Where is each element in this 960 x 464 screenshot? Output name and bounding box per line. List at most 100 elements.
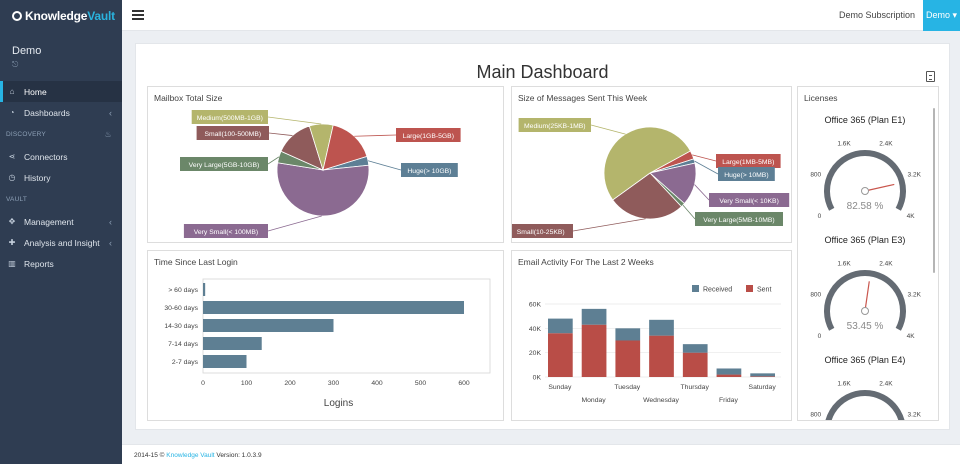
- sidebar-item-dashboards[interactable]: ◔ Dashboards ‹: [0, 102, 122, 123]
- export-pdf-icon[interactable]: [926, 71, 935, 82]
- gauge-tick-label: 3.2K: [908, 171, 922, 178]
- footer-link[interactable]: Knowledge Vault: [166, 452, 215, 459]
- mailbox-pie-chart: Huge(> 10GB) Very Small(< 100MB) Very Larg…: [180, 110, 461, 238]
- hamburger-menu-icon[interactable]: [132, 9, 144, 21]
- pie-connector: [572, 218, 646, 232]
- x-tick-label: 500: [415, 380, 427, 387]
- login-bar-30-60-days: [203, 301, 464, 314]
- user-menu-button[interactable]: Demo ▾: [923, 0, 960, 31]
- pie-label: Medium(25KB-1MB): [524, 123, 586, 130]
- mailbox-size-panel: Mailbox Total Size Huge(> 10GB) Very Smal…: [147, 86, 504, 243]
- gauge-tick-label: 2.4K: [879, 260, 893, 267]
- pie-label-box: [709, 193, 790, 207]
- pie-slice-large-1gb-5gb: [322, 124, 368, 171]
- section-discovery: DISCOVERY ♨: [6, 130, 112, 139]
- login-bar-60-days: [203, 283, 206, 296]
- pie-label-box: [191, 110, 268, 124]
- sidebar-item-label: History: [24, 172, 51, 183]
- email-bar-sent: [716, 374, 742, 377]
- gauge-tick-label: 3.2K: [908, 411, 922, 418]
- pie-connector: [354, 134, 397, 137]
- pie-label: Large(1MB-5MB): [722, 159, 774, 166]
- subscription-label[interactable]: Demo Subscription: [838, 10, 915, 20]
- email-bar-sent: [649, 335, 674, 377]
- email-bar-received: [649, 319, 674, 336]
- sidebar-item-label: Analysis and Insight: [24, 237, 100, 248]
- dashboard-icon: ◔: [9, 108, 15, 117]
- gauge-tick-label: 1.6K: [837, 140, 851, 147]
- last-login-panel: Time Since Last Login > 60 days 30-60 day…: [147, 250, 504, 421]
- gauge-tick-label: 0: [818, 213, 822, 220]
- gauge-tick-label: 1.6K: [837, 260, 851, 267]
- footer: 2014-15 © Knowledge Vault Version: 1.0.3…: [122, 444, 960, 464]
- gamepad-icon: ✥: [8, 217, 16, 226]
- pie-label: Very Large(5GB-10GB): [189, 162, 260, 169]
- pie-connector: [694, 160, 719, 175]
- login-category-label: 2-7 days: [172, 359, 199, 366]
- sidebar-item-reports[interactable]: ▥ Reports: [0, 253, 122, 274]
- x-tick-label: 600: [458, 380, 470, 387]
- licenses-panel: Licenses Office 365 (Plan E1) 0 800 1.6K 2.4…: [797, 86, 939, 421]
- email-bar-sent: [548, 333, 573, 377]
- pie-label-box: [196, 126, 269, 140]
- app-logo[interactable]: KnowledgeVault: [0, 0, 122, 31]
- email-bar-received: [548, 318, 573, 334]
- message-size-panel: Size of Messages Sent This Week Large(1M…: [511, 86, 792, 243]
- legend-swatch-sent: [746, 285, 753, 292]
- gauge-tick-label: 4K: [907, 213, 916, 220]
- pie-connector: [268, 132, 293, 136]
- lightbulb-icon: ♨: [104, 130, 112, 139]
- license-name: Office 365 (Plan E3): [825, 235, 906, 245]
- panel-title: Mailbox Total Size: [154, 93, 223, 103]
- logo-prefix: Knowledge: [25, 8, 88, 23]
- scrollbar-thumb[interactable]: [933, 108, 935, 273]
- license-name: Office 365 (Plan E4): [825, 355, 906, 365]
- pie-connector: [267, 156, 280, 165]
- chevron-left-icon: ‹: [109, 107, 112, 118]
- bar-chart-icon: ▥: [8, 259, 16, 268]
- pie-connector: [694, 184, 710, 201]
- gauge-hub: [861, 187, 869, 195]
- day-label: Friday: [719, 397, 738, 404]
- gauge-tick-label: 800: [810, 411, 821, 418]
- email-activity-bar-chart: 0K 20K 40K 60K Sunday Tuesday Thursday Saturday…: [529, 285, 781, 404]
- login-category-label: > 60 days: [168, 287, 198, 294]
- pie-connector: [590, 124, 626, 135]
- pie-label-box: [518, 118, 591, 132]
- gauge-tick-label: 800: [810, 171, 821, 178]
- pie-label: Large(1GB-5GB): [403, 133, 454, 140]
- sidebar-item-connectors[interactable]: ⋖ Connectors: [0, 146, 122, 167]
- user-block: Demo ⎋: [0, 31, 122, 76]
- gauge-tick-label: 2.4K: [879, 140, 893, 147]
- pie-label-box: [512, 224, 573, 238]
- home-icon: ⌂: [9, 87, 15, 96]
- pie-label: Huge(> 10MB): [724, 172, 768, 179]
- login-category-label: 30-60 days: [164, 305, 198, 312]
- gauge-tick-label: 2.4K: [879, 380, 893, 387]
- sidebar-item-label: Management: [24, 216, 74, 227]
- sidebar-item-home[interactable]: ⌂ Home: [0, 81, 122, 102]
- email-bar-sent: [682, 352, 708, 377]
- licenses-scroll-area[interactable]: Office 365 (Plan E1) 0 800 1.6K 2.4K 3.2K 4K 82…: [798, 87, 939, 420]
- y-tick-label: 20K: [529, 350, 542, 357]
- legend-swatch-received: [692, 285, 699, 292]
- license-gauges: Office 365 (Plan E1) 0 800 1.6K 2.4K 3.2K 4K 82…: [810, 115, 922, 420]
- sign-out-icon[interactable]: ⎋: [12, 60, 19, 69]
- email-bar-received: [581, 308, 607, 325]
- pie-slice-small-10-25kb: [612, 172, 682, 220]
- sidebar-item-management[interactable]: ✥ Management ‹: [0, 211, 122, 232]
- message-size-pie-chart: Large(1MB-5MB) Huge(> 10MB) Very Small(< 1…: [512, 118, 790, 238]
- pie-label: Small(10-25KB): [517, 229, 565, 236]
- gauge-tick-label: 3.2K: [908, 291, 922, 298]
- sidebar-item-history[interactable]: ◷ History: [0, 167, 122, 188]
- gauge-tick-label: 0: [818, 333, 822, 340]
- main-content: Main Dashboard Mailbox Total Size Huge(>…: [135, 43, 950, 430]
- panel-title: Email Activity For The Last 2 Weeks: [518, 257, 654, 267]
- x-tick-label: 300: [328, 380, 340, 387]
- sidebar-item-label: Dashboards: [24, 107, 70, 118]
- x-tick-label: 400: [371, 380, 383, 387]
- day-label: Wednesday: [643, 397, 679, 404]
- sidebar-item-analysis-and-insight[interactable]: ✚ Analysis and Insight ‹: [0, 232, 122, 253]
- pie-label-box: [396, 128, 461, 142]
- puzzle-icon: ✚: [8, 238, 16, 247]
